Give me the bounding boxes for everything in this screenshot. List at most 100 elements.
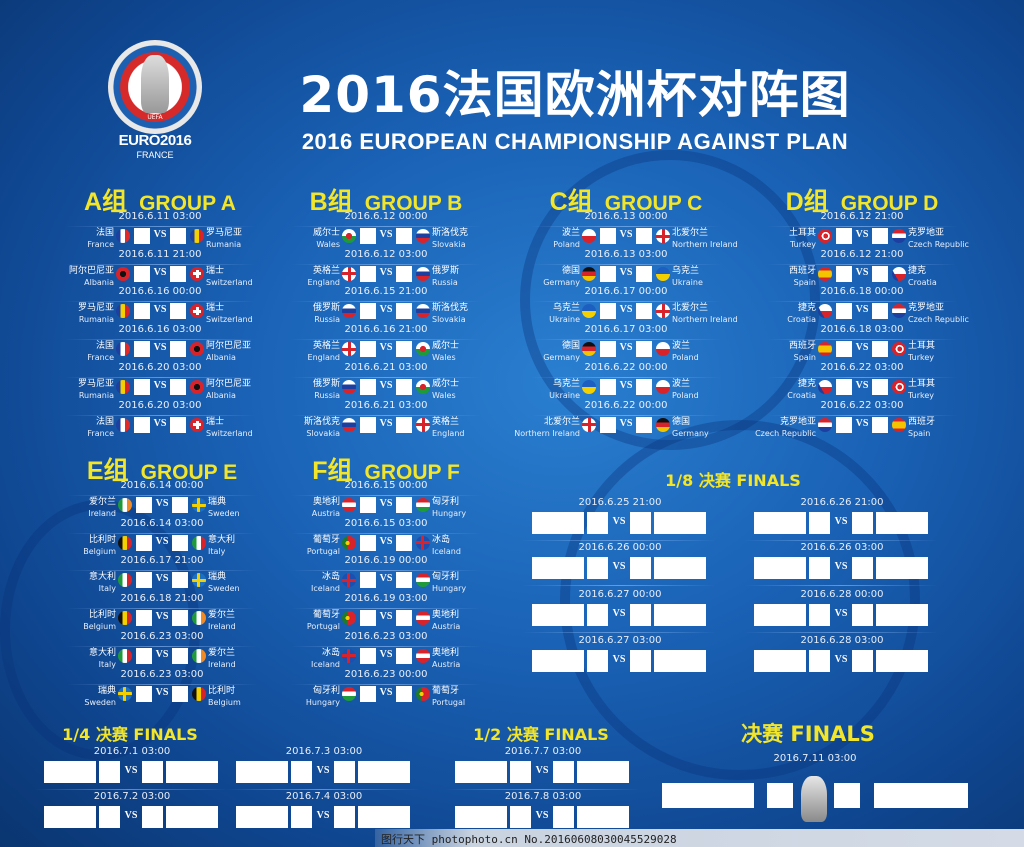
team-box[interactable] [874,783,968,808]
away-score-box[interactable] [396,416,412,433]
score-box[interactable] [510,806,531,828]
score-box[interactable] [809,604,830,626]
home-score-box[interactable] [600,303,616,320]
away-score-box[interactable] [396,341,412,358]
score-box[interactable] [630,650,651,672]
away-score-box[interactable] [636,416,652,433]
home-score-box[interactable] [134,228,150,244]
score-box[interactable] [852,557,873,579]
home-score-box[interactable] [134,265,150,282]
home-score-box[interactable] [836,228,852,244]
team-box[interactable] [358,806,410,828]
home-score-box[interactable] [136,497,152,513]
away-score-box[interactable] [170,416,186,433]
team-box[interactable] [166,761,218,783]
away-score-box[interactable] [636,228,652,244]
score-box[interactable] [809,557,830,579]
team-box[interactable] [754,650,806,672]
away-score-box[interactable] [170,265,186,282]
home-score-box[interactable] [600,416,616,433]
score-box[interactable] [510,761,531,783]
home-score-box[interactable] [360,416,376,433]
team-box[interactable] [455,761,507,783]
away-score-box[interactable] [872,341,888,358]
score-box[interactable] [553,806,574,828]
away-score-box[interactable] [636,265,652,282]
home-score-box[interactable] [360,534,376,551]
home-score-box[interactable] [360,572,376,589]
home-score-box[interactable] [600,228,616,244]
score-box[interactable] [630,557,651,579]
score-box[interactable] [852,650,873,672]
team-box[interactable] [236,761,288,783]
away-score-box[interactable] [172,610,188,627]
score-box[interactable] [142,761,163,783]
score-box[interactable] [587,604,608,626]
score-box[interactable] [334,761,355,783]
team-box[interactable] [532,512,584,534]
team-box[interactable] [876,557,928,579]
home-score-box[interactable] [134,378,150,395]
home-score-box[interactable] [836,265,852,282]
team-box[interactable] [532,604,584,626]
home-score-box[interactable] [600,265,616,282]
home-score-box[interactable] [360,497,376,513]
home-score-box[interactable] [136,572,152,589]
away-score-box[interactable] [396,378,412,395]
score-box[interactable] [334,806,355,828]
away-score-box[interactable] [396,265,412,282]
team-box[interactable] [455,806,507,828]
team-box[interactable] [754,604,806,626]
team-box[interactable] [662,783,754,808]
away-score-box[interactable] [636,341,652,358]
team-box[interactable] [754,512,806,534]
home-score-box[interactable] [836,378,852,395]
team-box[interactable] [654,650,706,672]
score-box[interactable] [587,650,608,672]
team-box[interactable] [654,512,706,534]
away-score-box[interactable] [172,647,188,664]
home-score-box[interactable] [136,647,152,664]
score-box[interactable] [553,761,574,783]
team-box[interactable] [754,557,806,579]
away-score-box[interactable] [172,685,188,702]
away-score-box[interactable] [170,303,186,320]
team-box[interactable] [532,557,584,579]
team-box[interactable] [876,512,928,534]
team-box[interactable] [532,650,584,672]
home-score-box[interactable] [134,303,150,320]
away-score-box[interactable] [170,228,186,244]
away-score-box[interactable] [172,497,188,513]
score-box[interactable] [291,806,312,828]
away-score-box[interactable] [636,378,652,395]
away-score-box[interactable] [872,303,888,320]
score-box[interactable] [809,512,830,534]
away-score-box[interactable] [396,534,412,551]
score-box[interactable] [142,806,163,828]
away-score-box[interactable] [872,416,888,433]
home-score-box[interactable] [360,378,376,395]
home-score-box[interactable] [136,610,152,627]
away-score-box[interactable] [636,303,652,320]
away-score-box[interactable] [872,265,888,282]
team-box[interactable] [876,650,928,672]
home-score-box[interactable] [360,303,376,320]
away-score-box[interactable] [172,572,188,589]
home-score-box[interactable] [360,685,376,702]
score-box[interactable] [834,783,860,808]
home-score-box[interactable] [360,647,376,664]
away-score-box[interactable] [396,303,412,320]
score-box[interactable] [809,650,830,672]
home-score-box[interactable] [360,228,376,244]
score-box[interactable] [852,604,873,626]
team-box[interactable] [44,806,96,828]
away-score-box[interactable] [396,610,412,627]
away-score-box[interactable] [872,228,888,244]
team-box[interactable] [654,604,706,626]
score-box[interactable] [852,512,873,534]
home-score-box[interactable] [360,265,376,282]
score-box[interactable] [99,806,120,828]
score-box[interactable] [99,761,120,783]
away-score-box[interactable] [170,378,186,395]
home-score-box[interactable] [134,416,150,433]
